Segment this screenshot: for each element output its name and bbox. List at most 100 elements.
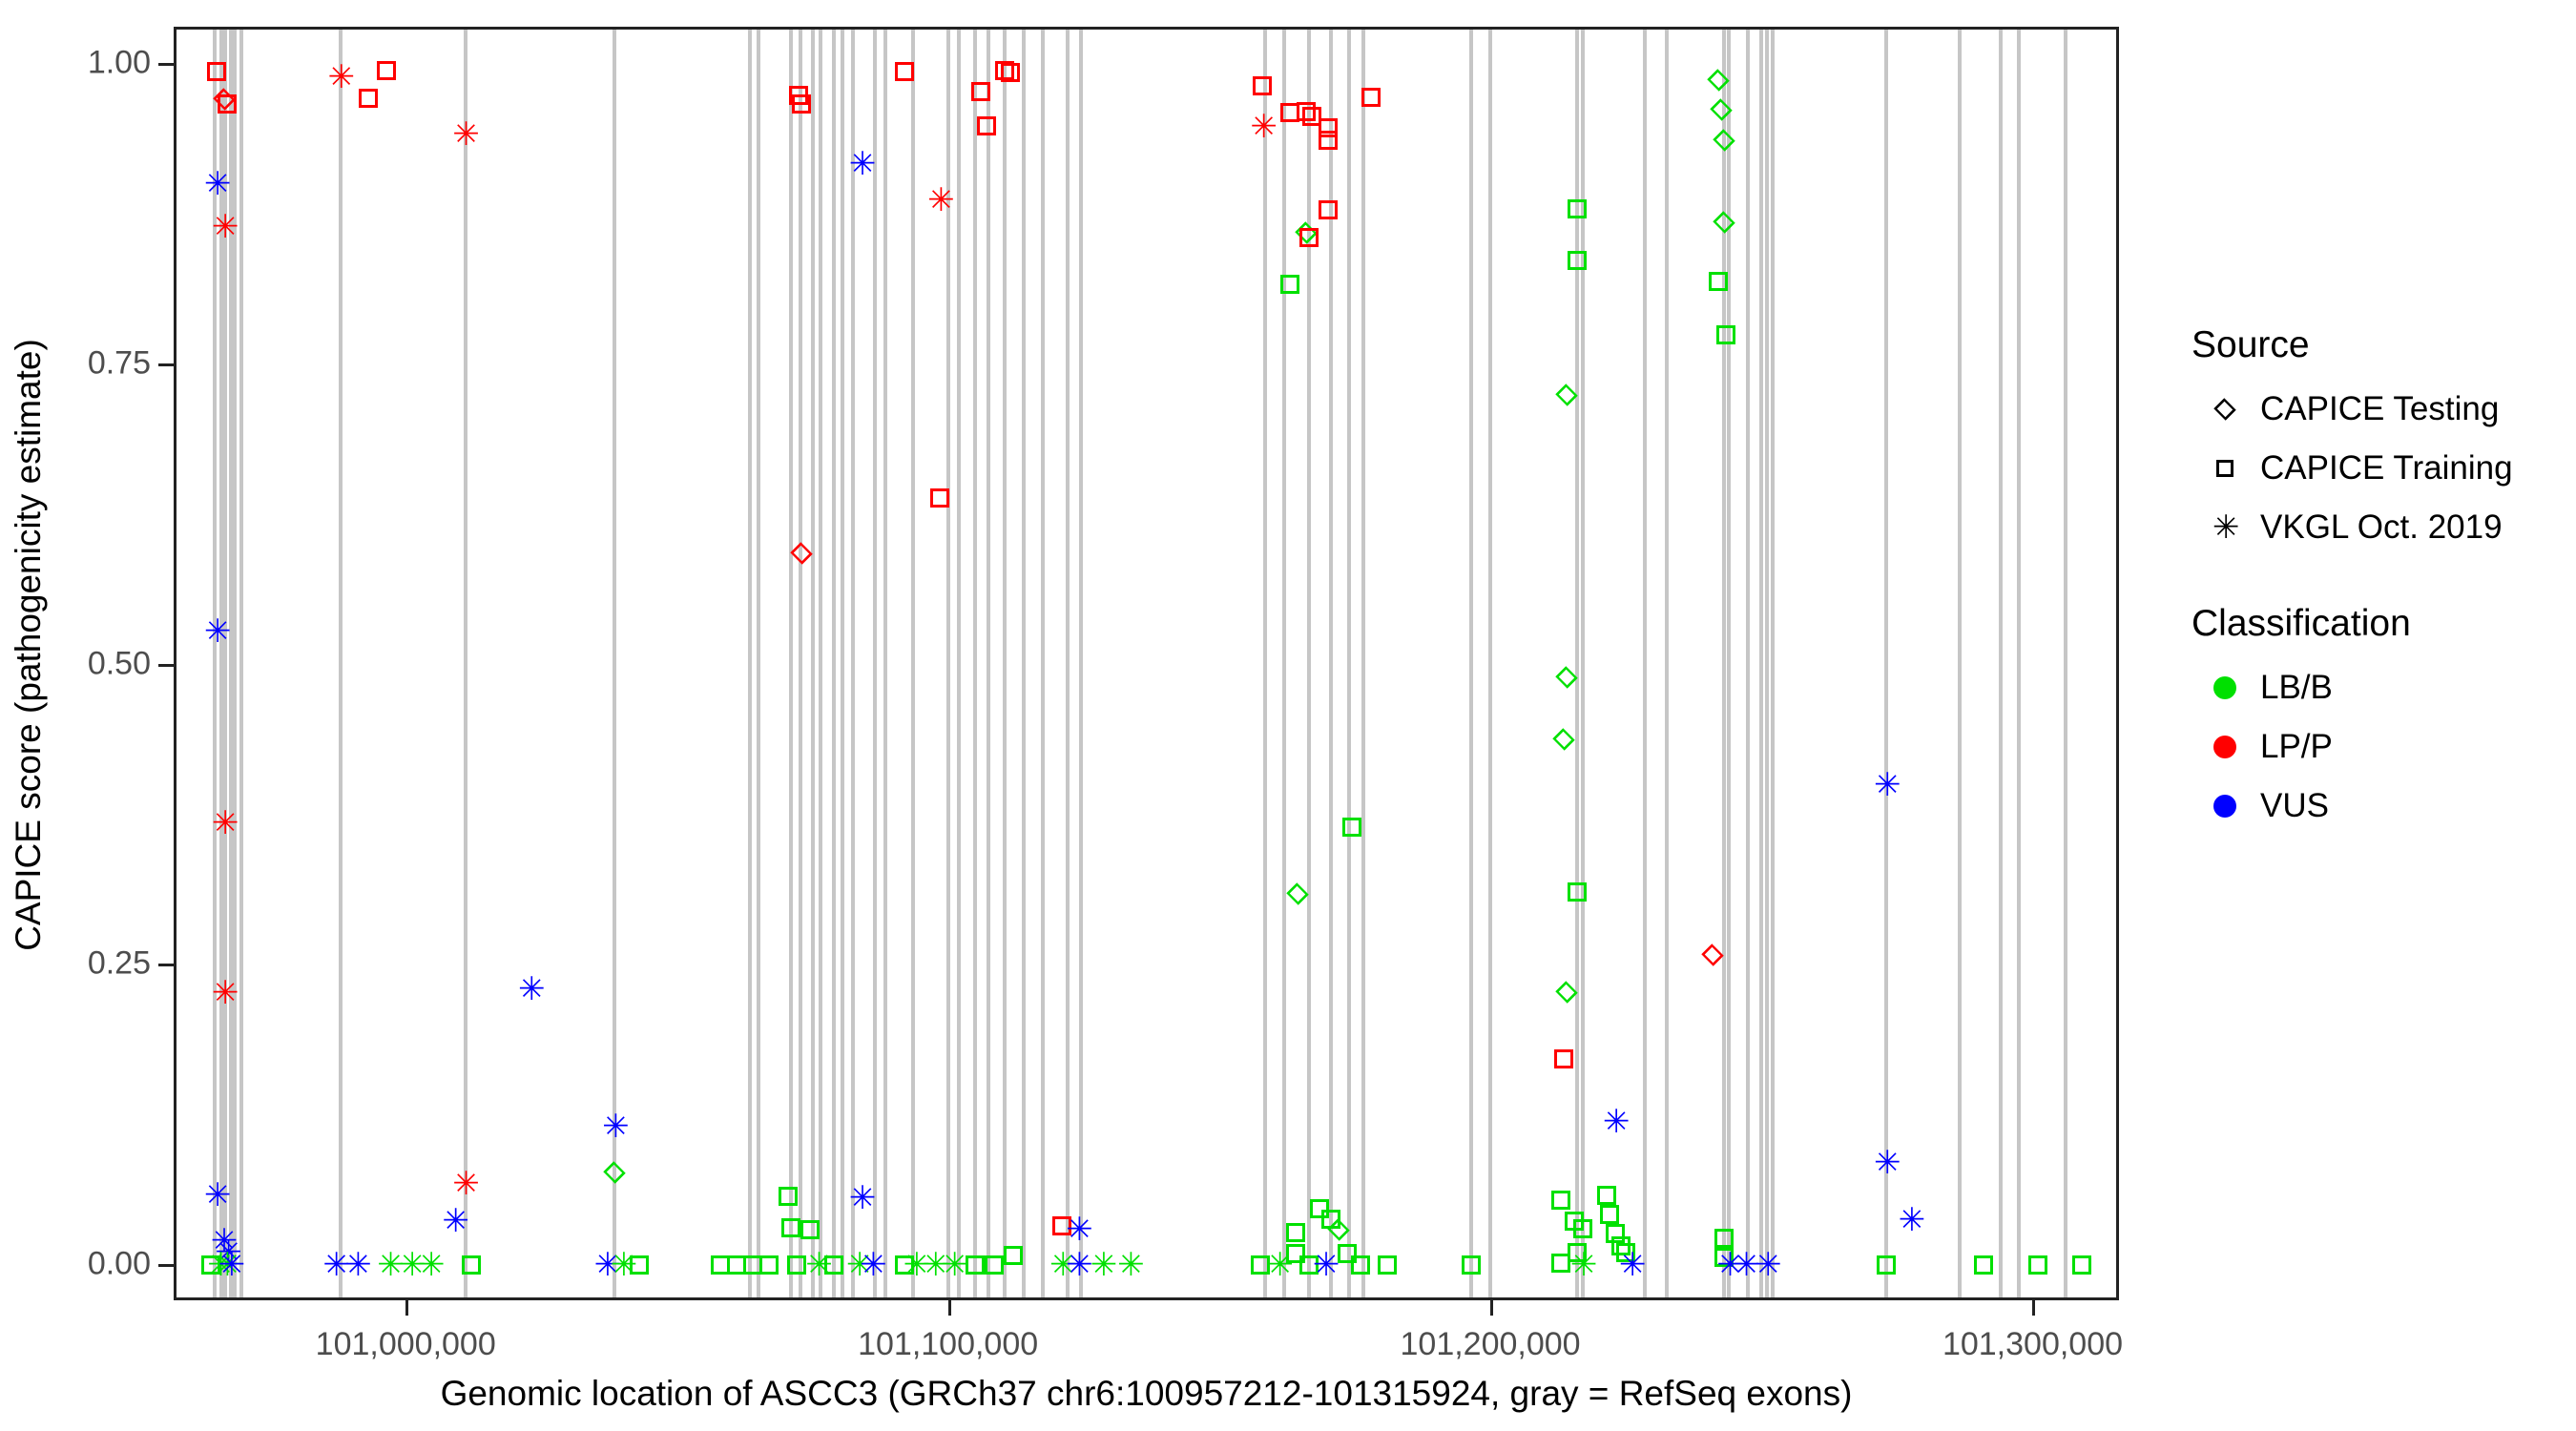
data-point: ✳ bbox=[593, 1245, 622, 1284]
x-axis-tick bbox=[405, 1300, 409, 1316]
exon-line bbox=[222, 30, 227, 1297]
data-point bbox=[1568, 1243, 1588, 1263]
data-point: ✳ bbox=[941, 1245, 968, 1284]
exon-line bbox=[1328, 30, 1333, 1297]
exon-line bbox=[213, 30, 218, 1297]
legend-item-capice-testing[interactable]: CAPICE Testing bbox=[2190, 380, 2571, 439]
exon-line bbox=[1643, 30, 1648, 1297]
exon-line bbox=[873, 30, 878, 1297]
data-point bbox=[1350, 1255, 1370, 1275]
data-point: ✳ bbox=[1602, 1102, 1631, 1141]
exon-line bbox=[987, 30, 991, 1297]
legend-classification-title: Classification bbox=[2192, 603, 2411, 644]
data-point: ✳ bbox=[207, 1245, 235, 1284]
exon-line bbox=[945, 30, 950, 1297]
data-point: ✳ bbox=[848, 1179, 877, 1218]
data-point: ✳ bbox=[1090, 1245, 1118, 1284]
exon-line bbox=[1765, 30, 1770, 1297]
y-axis-tick bbox=[158, 62, 174, 66]
exon-line bbox=[1347, 30, 1352, 1297]
data-point bbox=[1551, 1254, 1571, 1274]
data-point: ✳ bbox=[1755, 1245, 1782, 1284]
data-point bbox=[358, 88, 378, 108]
data-point bbox=[1285, 1244, 1305, 1264]
data-point: ✳ bbox=[452, 114, 480, 154]
exon-line bbox=[613, 30, 617, 1297]
data-point: ✳ bbox=[922, 1245, 950, 1284]
data-point bbox=[1568, 198, 1588, 218]
exon-line bbox=[1488, 30, 1493, 1297]
data-point: ✳ bbox=[927, 180, 955, 219]
data-point: ✳ bbox=[1874, 1143, 1901, 1182]
exon-line bbox=[851, 30, 856, 1297]
exon-line bbox=[1282, 30, 1287, 1297]
data-point bbox=[800, 1220, 820, 1240]
data-point bbox=[780, 1217, 800, 1237]
data-point: ✳ bbox=[903, 1245, 931, 1284]
legend-item-vkgl-oct-2019[interactable]: ✳ VKGL Oct. 2019 bbox=[2190, 498, 2571, 557]
legend-item-lb-b[interactable]: LB/B bbox=[2190, 658, 2571, 717]
data-point bbox=[1337, 1244, 1357, 1264]
data-point: ✳ bbox=[846, 1245, 874, 1284]
data-point: ✳ bbox=[1117, 1245, 1145, 1284]
legend-item-lp-p[interactable]: LP/P bbox=[2190, 717, 2571, 777]
data-point bbox=[461, 1255, 481, 1275]
data-point: ✳ bbox=[1733, 1245, 1760, 1284]
data-point bbox=[1701, 944, 1725, 966]
legend-source-items: CAPICE Testing CAPICE Training ✳ VKGL Oct. … bbox=[2190, 380, 2571, 557]
data-point bbox=[1568, 882, 1588, 902]
data-point bbox=[1378, 1255, 1398, 1275]
data-point bbox=[995, 60, 1015, 80]
circle-icon bbox=[2190, 777, 2260, 836]
exon-line bbox=[1469, 30, 1474, 1297]
legend-item-capice-training[interactable]: CAPICE Training bbox=[2190, 439, 2571, 498]
data-point bbox=[1001, 63, 1021, 83]
y-axis-tick-label: 0.00 bbox=[87, 1245, 151, 1282]
data-point bbox=[629, 1255, 649, 1275]
data-point: ✳ bbox=[203, 165, 232, 204]
data-point bbox=[985, 1255, 1005, 1275]
legend-item-label: VUS bbox=[2260, 787, 2329, 824]
data-point bbox=[790, 542, 814, 565]
data-point bbox=[1301, 106, 1321, 126]
exon-line bbox=[233, 30, 238, 1297]
exon-line bbox=[973, 30, 978, 1297]
data-point bbox=[1616, 1243, 1636, 1263]
circle-icon bbox=[2190, 658, 2260, 717]
data-point bbox=[1318, 199, 1338, 219]
data-point bbox=[895, 62, 915, 82]
data-point: ✳ bbox=[805, 1245, 833, 1284]
data-point: ✳ bbox=[1569, 1245, 1598, 1284]
exon-line bbox=[463, 30, 467, 1297]
data-point bbox=[1462, 1255, 1482, 1275]
data-point bbox=[1342, 818, 1362, 838]
legend-spacer bbox=[2190, 557, 2571, 603]
exon-line bbox=[239, 30, 244, 1297]
data-point bbox=[930, 488, 950, 508]
exon-line bbox=[1746, 30, 1751, 1297]
data-point bbox=[1555, 981, 1578, 1004]
data-point bbox=[966, 1255, 986, 1275]
data-point bbox=[206, 62, 226, 82]
legend-item-label: CAPICE Training bbox=[2260, 449, 2513, 487]
data-point: ✳ bbox=[218, 1245, 246, 1284]
data-point: ✳ bbox=[848, 145, 877, 184]
circle-icon bbox=[2190, 717, 2260, 777]
exon-line bbox=[883, 30, 888, 1297]
y-axis: CAPICE score (pathogenicity estimate) 0.… bbox=[0, 0, 174, 1327]
data-point: ✳ bbox=[211, 804, 239, 843]
data-point bbox=[377, 60, 397, 80]
exon-line bbox=[1575, 30, 1580, 1297]
data-point bbox=[1296, 101, 1316, 121]
exon-line bbox=[748, 30, 753, 1297]
exon-line bbox=[1022, 30, 1027, 1297]
data-point: ✳ bbox=[1312, 1245, 1340, 1284]
data-point bbox=[1253, 76, 1273, 96]
data-point bbox=[1572, 1218, 1592, 1238]
exon-line bbox=[1361, 30, 1365, 1297]
data-point bbox=[1295, 221, 1318, 244]
legend-item-vus[interactable]: VUS bbox=[2190, 777, 2571, 836]
data-point bbox=[217, 94, 237, 114]
data-point bbox=[895, 1255, 915, 1275]
data-point bbox=[1600, 1204, 1620, 1224]
